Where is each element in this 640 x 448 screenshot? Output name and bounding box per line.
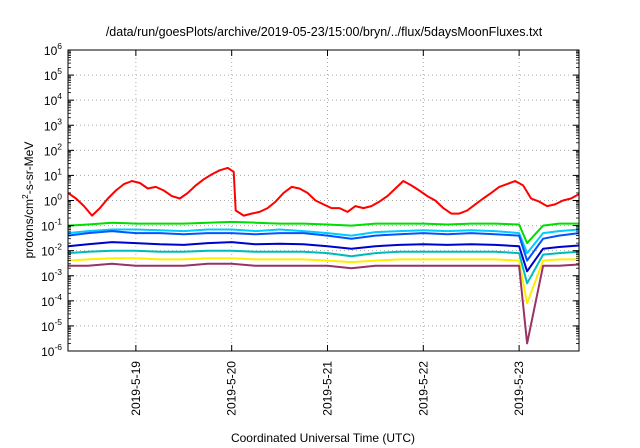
y-tick-exp: -4 <box>54 292 62 302</box>
y-tick-label-5: 10-1 <box>41 217 62 234</box>
y-tick-base: 10 <box>41 295 55 309</box>
y-tick-exp: 2 <box>57 141 62 151</box>
series-line-3 <box>67 230 580 262</box>
y-tick-base: 10 <box>41 220 55 234</box>
y-tick-label-6: 100 <box>44 192 62 209</box>
series-line-2 <box>67 228 580 255</box>
chart-title: /data/run/goesPlots/archive/2019-05-23/1… <box>106 25 543 39</box>
y-axis-label-suffix: -s-sr-MeV <box>22 142 36 195</box>
y-tick-base: 10 <box>44 94 58 108</box>
x-tick-labels: 2019-5-19 2019-5-20 2019-5-21 2019-5-22 2019… <box>129 361 526 416</box>
y-tick-label-4: 10-2 <box>41 242 62 259</box>
y-tick-exp: -3 <box>54 267 62 277</box>
y-tick-base: 10 <box>41 245 55 259</box>
series-layer <box>67 166 580 345</box>
y-tick-base: 10 <box>41 270 55 284</box>
x-tick-label-1: 2019-5-20 <box>225 361 239 416</box>
y-tick-label-0: 10-6 <box>41 342 62 359</box>
x-tick-label-3: 2019-5-22 <box>416 361 430 416</box>
series-line-4 <box>67 241 580 273</box>
y-tick-label-12: 106 <box>44 41 62 58</box>
series-line-1 <box>67 220 579 245</box>
y-axis-label-sup: 2 <box>20 194 30 199</box>
y-tick-base: 10 <box>44 119 58 133</box>
series-line-5 <box>67 249 580 285</box>
y-tick-exp: -1 <box>54 217 62 227</box>
y-tick-base: 10 <box>44 169 58 183</box>
y-tick-label-3: 10-3 <box>41 267 62 284</box>
y-tick-label-7: 101 <box>44 166 62 183</box>
y-tick-base: 10 <box>41 320 55 334</box>
y-tick-label-9: 103 <box>44 116 62 133</box>
y-tick-exp: 6 <box>57 41 62 51</box>
x-tick-label-0: 2019-5-19 <box>129 361 143 416</box>
y-tick-exp: 0 <box>57 192 62 202</box>
y-tick-exp: -2 <box>54 242 62 252</box>
x-tick-label-4: 2019-5-23 <box>512 361 526 416</box>
series-line-6 <box>67 257 579 305</box>
grid-lines <box>68 50 579 351</box>
series-line-7 <box>68 262 580 345</box>
y-tick-label-8: 102 <box>44 141 62 158</box>
y-tick-labels: 10-610-510-410-310-210-11001011021031041… <box>41 41 62 359</box>
y-tick-label-10: 104 <box>44 91 62 108</box>
y-tick-exp: 4 <box>57 91 62 101</box>
x-axis-label: Coordinated Universal Time (UTC) <box>231 431 415 445</box>
tick-marks <box>68 49 579 352</box>
y-axis-label: protons/cm2-s-sr-MeV <box>20 142 36 259</box>
y-tick-base: 10 <box>44 144 58 158</box>
y-tick-exp: 5 <box>57 66 62 76</box>
x-tick-label-2: 2019-5-21 <box>320 361 334 416</box>
y-tick-base: 10 <box>44 69 58 83</box>
y-tick-base: 10 <box>44 44 58 58</box>
y-tick-label-11: 105 <box>44 66 62 83</box>
y-tick-exp: -5 <box>54 317 62 327</box>
y-tick-exp: -6 <box>54 342 62 352</box>
y-tick-label-1: 10-5 <box>41 317 62 334</box>
y-tick-label-2: 10-4 <box>41 292 62 309</box>
y-tick-exp: 1 <box>57 166 62 176</box>
y-tick-exp: 3 <box>57 116 62 126</box>
y-axis-label-prefix: protons/cm <box>22 199 36 258</box>
y-tick-base: 10 <box>41 345 55 359</box>
y-tick-base: 10 <box>44 195 58 209</box>
series-line-0 <box>67 166 580 217</box>
